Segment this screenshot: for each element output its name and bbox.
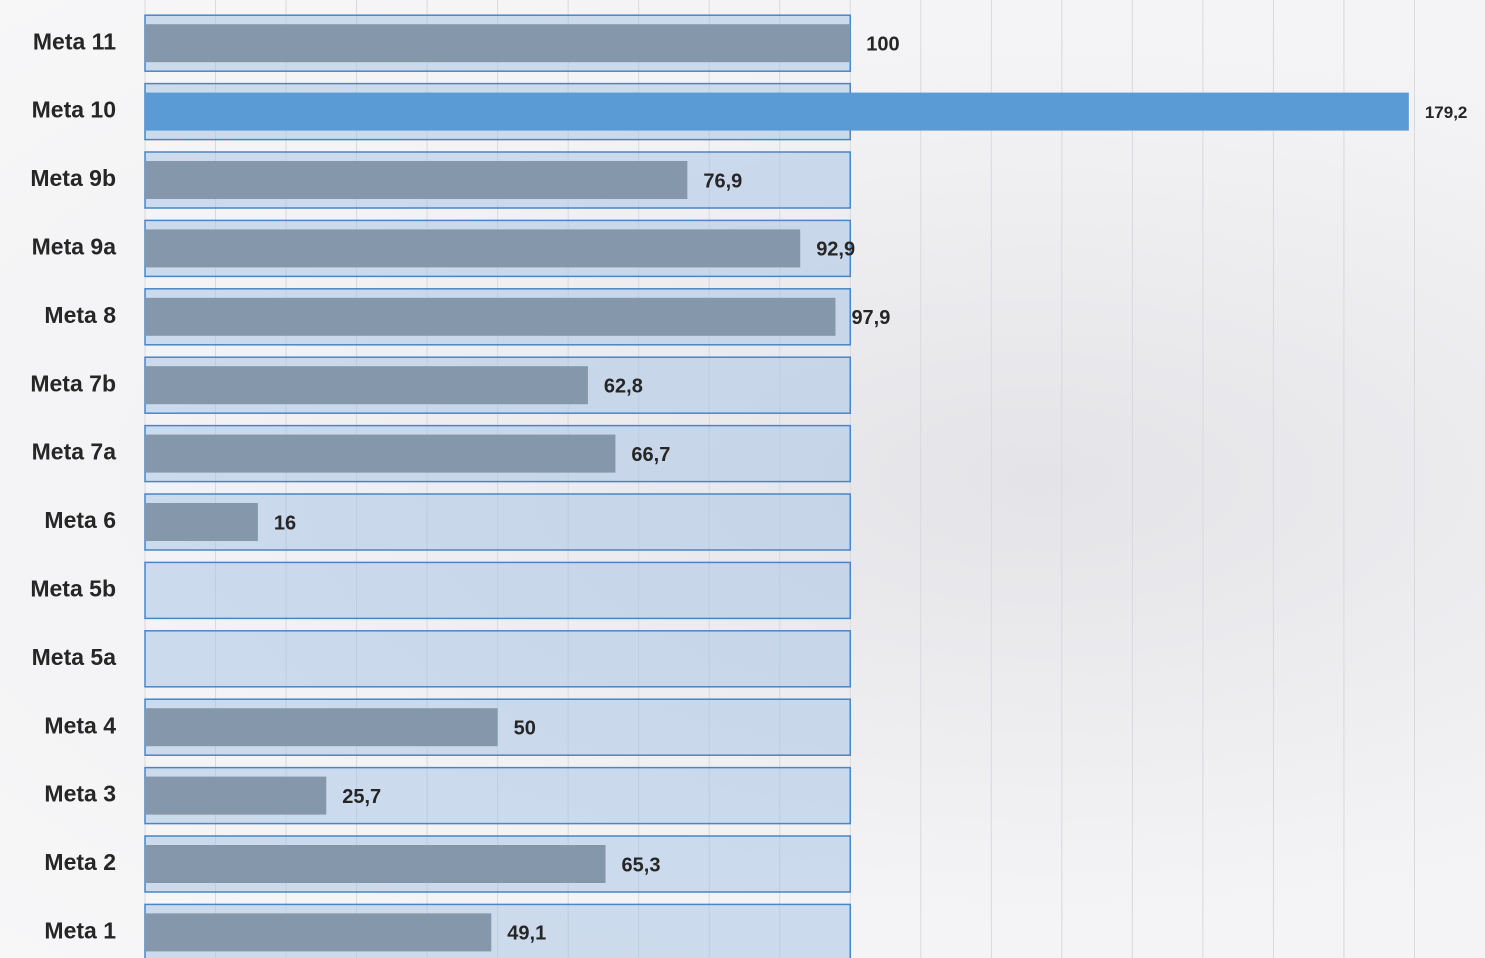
bar (145, 93, 1409, 131)
category-label: Meta 9b (30, 165, 116, 191)
value-label: 62,8 (604, 375, 643, 397)
category-label: Meta 5b (30, 575, 116, 601)
category-label: Meta 6 (44, 507, 116, 533)
category-label: Meta 5a (32, 644, 117, 670)
bar (145, 845, 606, 883)
category-label: Meta 7b (30, 370, 116, 396)
bar (145, 366, 588, 404)
category-label: Meta 10 (32, 97, 116, 123)
category-label: Meta 7a (32, 439, 117, 465)
value-label: 65,3 (622, 854, 661, 876)
value-label: 100 (866, 33, 899, 55)
value-label: 16 (274, 512, 296, 534)
value-label: 49,1 (507, 923, 546, 945)
value-label: 50 (514, 717, 536, 739)
category-label: Meta 9a (32, 233, 117, 259)
category-label: Meta 8 (44, 302, 116, 328)
category-label: Meta 3 (44, 781, 116, 807)
category-label: Meta 2 (44, 849, 116, 875)
bar (145, 298, 835, 336)
bar (145, 708, 498, 746)
bar (145, 24, 850, 62)
target-box (145, 631, 850, 687)
value-label: 25,7 (342, 786, 381, 808)
value-label: 66,7 (631, 444, 670, 466)
value-label: 97,9 (851, 307, 890, 329)
target-box (145, 562, 850, 618)
value-label: 92,9 (816, 239, 855, 261)
value-label: 76,9 (703, 170, 742, 192)
bar (145, 913, 491, 951)
bar (145, 229, 800, 267)
bar (145, 503, 258, 541)
bar (145, 161, 687, 199)
value-label: 179,2 (1425, 103, 1468, 122)
category-label: Meta 1 (44, 917, 116, 943)
category-label: Meta 4 (44, 712, 116, 738)
category-label: Meta 11 (33, 28, 116, 54)
bar (145, 777, 326, 815)
bar (145, 435, 615, 473)
chart: Meta 11 100 Meta 10 179,2 Meta 9b 76,9 Meta 9a… (0, 0, 1485, 958)
